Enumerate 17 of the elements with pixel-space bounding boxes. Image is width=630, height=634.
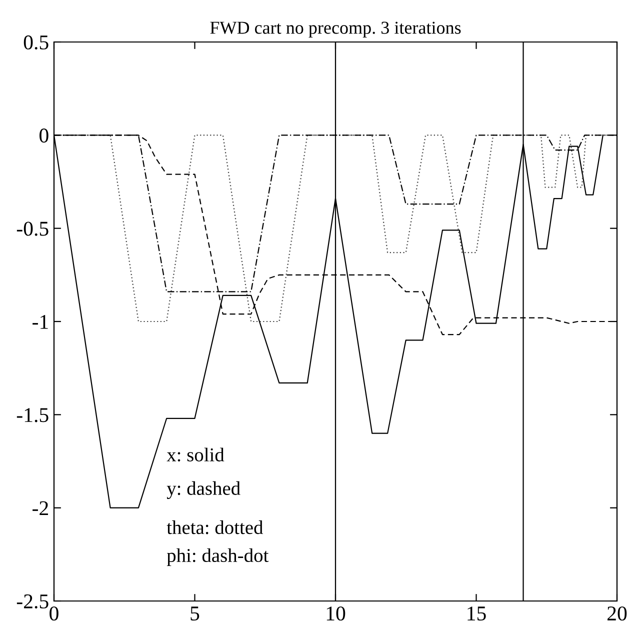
x-tick-label: 0 (50, 606, 58, 621)
x-tick-label: 10 (326, 606, 346, 621)
chart-title: FWD cart no precomp. 3 iterations (210, 22, 461, 38)
x-tick-label: 5 (190, 606, 200, 621)
annotation: theta: dotted (166, 520, 264, 534)
annotation: x: solid (166, 448, 224, 462)
x-tick-label: 20 (608, 606, 627, 621)
y-tick-label: -2.5 (16, 594, 48, 609)
y-tick-label: -1.5 (16, 408, 48, 422)
y-tick-label: -0.5 (16, 222, 48, 236)
annotation: y: dashed (166, 481, 240, 499)
y-tick-label: 0.5 (24, 35, 48, 50)
y-tick-label: 0 (40, 128, 48, 143)
y-tick-label: -1 (32, 314, 48, 329)
y-tick-label: -2 (32, 501, 48, 516)
x-tick-label: 15 (468, 606, 486, 621)
annotation: phi: dash-dot (166, 548, 269, 566)
